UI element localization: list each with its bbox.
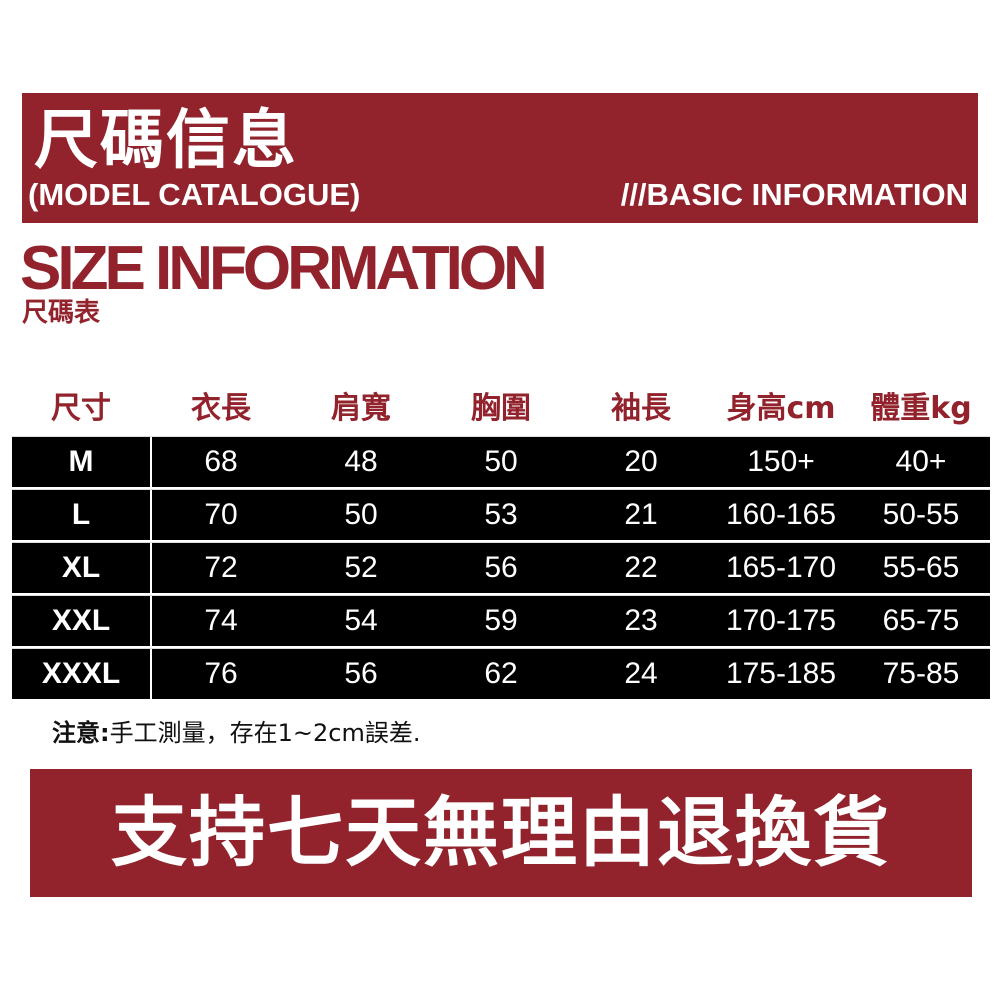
table-cell: 165-170 bbox=[725, 551, 837, 584]
section-subtitle: 尺碼表 bbox=[22, 298, 101, 328]
size-table: M 68 48 50 20 150+ 40+ L 70 50 53 21 160-165 50-55 XL 7… bbox=[12, 436, 990, 701]
size-label: XXL bbox=[12, 596, 152, 646]
size-label: XL bbox=[12, 543, 152, 593]
table-cell: 56 bbox=[344, 657, 378, 690]
column-header: 身高cm bbox=[726, 391, 836, 426]
table-cell: 23 bbox=[624, 604, 658, 637]
column-header: 體重kg bbox=[870, 391, 972, 426]
table-cell: 56 bbox=[484, 551, 518, 584]
table-cell: 20 bbox=[624, 445, 658, 478]
note: 注意:手工測量，存在1~2cm誤差. bbox=[52, 716, 420, 750]
table-cell: 24 bbox=[624, 657, 658, 690]
table-cell: 70 bbox=[204, 498, 238, 531]
table-row: XXL 74 54 59 23 170-175 65-75 bbox=[12, 595, 990, 646]
table-cell: 170-175 bbox=[725, 604, 837, 637]
banner-basic-info: ///BASIC INFORMATION bbox=[620, 177, 968, 212]
column-header: 衣長 bbox=[191, 391, 251, 426]
section-title: SIZE INFORMATION bbox=[20, 234, 548, 303]
return-policy-banner: 支持七天無理由退換貨 bbox=[30, 769, 972, 897]
table-cell: 55-65 bbox=[882, 551, 960, 584]
size-label: L bbox=[12, 490, 152, 540]
note-text: 手工測量，存在1~2cm誤差. bbox=[109, 719, 421, 747]
size-label: M bbox=[12, 437, 152, 487]
table-cell: 75-85 bbox=[882, 657, 960, 690]
table-cell: 76 bbox=[204, 657, 238, 690]
column-header: 尺寸 bbox=[51, 391, 111, 426]
table-cell: 62 bbox=[484, 657, 518, 690]
table-cell: 59 bbox=[484, 604, 518, 637]
table-cell: 21 bbox=[624, 498, 658, 531]
table-cell: 50 bbox=[484, 445, 518, 478]
banner-title: 尺碼信息 bbox=[34, 104, 298, 178]
table-cell: 54 bbox=[344, 604, 378, 637]
table-cell: 150+ bbox=[747, 445, 815, 478]
column-header: 肩寬 bbox=[331, 391, 391, 426]
table-cell: 22 bbox=[624, 551, 658, 584]
table-cell: 48 bbox=[344, 445, 378, 478]
table-row: L 70 50 53 21 160-165 50-55 bbox=[12, 489, 990, 540]
table-cell: 160-165 bbox=[725, 498, 837, 531]
table-row: M 68 48 50 20 150+ 40+ bbox=[12, 436, 990, 487]
size-label: XXXL bbox=[12, 649, 152, 699]
table-cell: 65-75 bbox=[882, 604, 960, 637]
table-cell: 52 bbox=[344, 551, 378, 584]
table-cell: 40+ bbox=[895, 445, 947, 478]
column-header: 袖長 bbox=[611, 391, 671, 426]
header-banner: 尺碼信息 (MODEL CATALOGUE) ///BASIC INFORMAT… bbox=[22, 93, 978, 223]
banner-subtitle: (MODEL CATALOGUE) bbox=[28, 177, 361, 212]
table-cell: 50 bbox=[344, 498, 378, 531]
table-cell: 72 bbox=[204, 551, 238, 584]
column-header: 胸圍 bbox=[471, 391, 531, 426]
table-cell: 53 bbox=[484, 498, 518, 531]
table-cell: 68 bbox=[204, 445, 238, 478]
table-cell: 74 bbox=[204, 604, 238, 637]
table-cell: 50-55 bbox=[882, 498, 960, 531]
note-label: 注意: bbox=[52, 719, 110, 747]
table-row: XL 72 52 56 22 165-170 55-65 bbox=[12, 542, 990, 593]
table-row: XXXL 76 56 62 24 175-185 75-85 bbox=[12, 648, 990, 699]
table-cell: 175-185 bbox=[725, 657, 837, 690]
